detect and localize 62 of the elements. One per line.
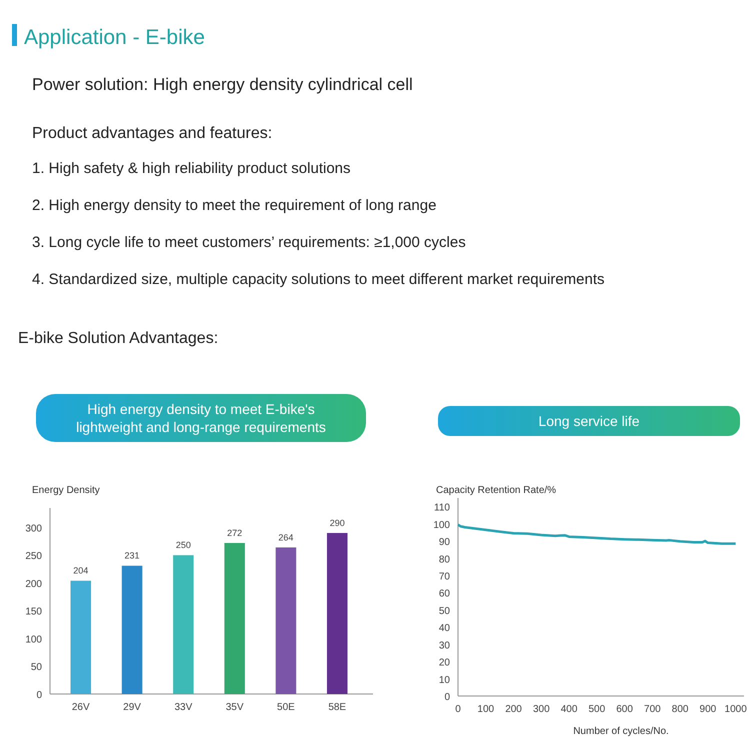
x-tick-label: 300 [532, 704, 550, 715]
x-tick-label: 33V [174, 702, 193, 713]
text: 4. Standardized size, multiple capacity solutions to meet different market requirements [32, 271, 605, 288]
data-label: 264 [278, 532, 294, 542]
y-tick-label: 50 [30, 662, 42, 674]
x-tick-label: 700 [644, 704, 662, 715]
x-tick-label: 50E [277, 702, 296, 713]
text: E-bike Solution Advantages: [18, 330, 218, 347]
bar [122, 566, 142, 694]
data-label: 250 [176, 540, 191, 550]
data-label: 290 [330, 518, 345, 528]
x-tick-label: 1000 [724, 704, 748, 715]
y-tick-label: 150 [25, 606, 42, 618]
text: Product advantages and features: [32, 125, 272, 142]
text: 1. High safety & high reliability product solutions [32, 160, 351, 177]
y-tick-label: 20 [438, 658, 450, 669]
y-tick-label: 200 [25, 578, 42, 590]
x-tick-label: 100 [477, 704, 495, 715]
bar [224, 542, 245, 694]
data-label: 231 [124, 550, 140, 561]
chart-subtitle: Long service life [538, 413, 640, 429]
y-axis-title: Capacity Retention Rate/% [436, 485, 556, 496]
chart-subtitle: High energy density to meet E-bike's lightweight and long-range requirements [76, 401, 326, 435]
text: 3. Long cycle life to meet customers’ requirements: ≥1,000 cycles [32, 234, 466, 251]
x-tick-label: 26V [72, 702, 90, 713]
data-label: 272 [227, 528, 242, 538]
text: Power solution: High energy density cylindrical cell [32, 75, 413, 94]
y-tick-label: 60 [438, 588, 450, 600]
y-tick-label: 10 [438, 674, 450, 686]
y-tick-label: 70 [438, 571, 450, 582]
x-tick-label: 0 [455, 704, 462, 715]
y-tick-label: 0 [444, 692, 450, 703]
line-series [456, 523, 737, 545]
y-tick-label: 30 [438, 640, 450, 652]
data-label: 204 [73, 566, 88, 576]
y-tick-label: 300 [25, 523, 42, 534]
x-tick-label: 600 [616, 704, 634, 715]
y-tick-label: 0 [36, 690, 42, 701]
x-tick-label: 35V [226, 702, 244, 713]
bar [326, 532, 348, 694]
x-tick-label: 500 [588, 704, 606, 715]
y-axis-title: Energy Density [32, 485, 100, 496]
x-tick-label: 400 [560, 704, 578, 715]
x-tick-label: 200 [505, 704, 522, 715]
x-tick-label: 800 [672, 704, 689, 715]
bar [276, 547, 296, 694]
y-tick-label: 250 [25, 551, 42, 562]
bar [70, 580, 92, 694]
x-tick-label: 900 [700, 704, 717, 715]
text: Application - E-bike [24, 26, 205, 49]
y-tick-label: 110 [434, 502, 450, 514]
x-tick-label: 29V [123, 702, 142, 713]
bar [173, 555, 194, 694]
y-tick-label: 100 [25, 634, 42, 646]
y-tick-label: 40 [438, 623, 450, 634]
y-tick-label: 80 [438, 554, 450, 566]
text: 2. High energy density to meet the requirement of long range [32, 197, 436, 214]
x-axis-title: Number of cycles/No. [573, 726, 669, 737]
y-tick-label: 50 [438, 606, 450, 617]
y-tick-label: 100 [433, 520, 450, 531]
y-tick-label: 90 [438, 537, 450, 548]
x-tick-label: 58E [328, 702, 346, 713]
